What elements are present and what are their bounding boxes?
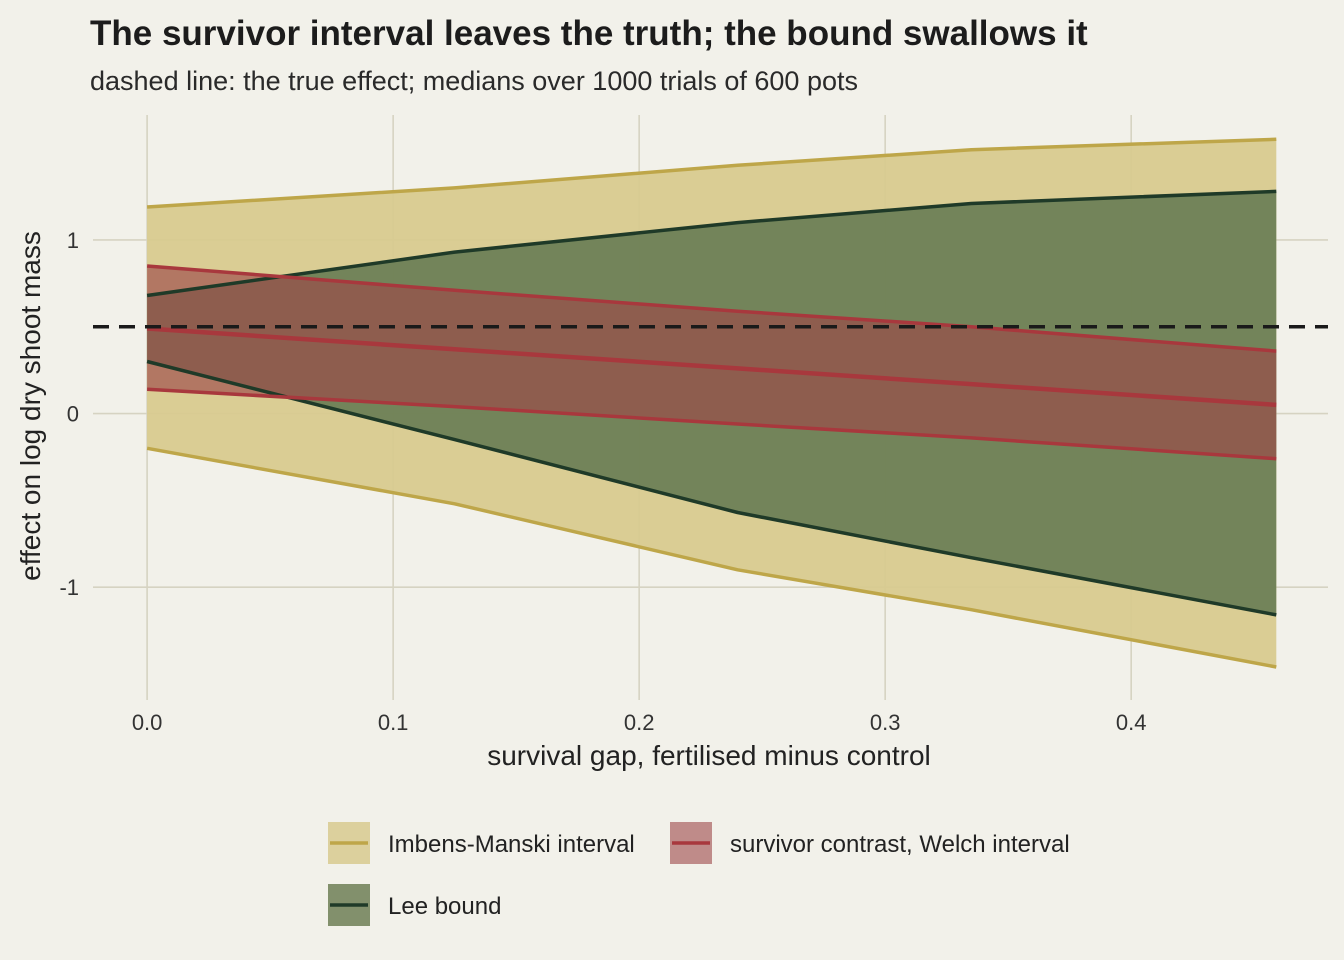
lee-bound-upper-line — [146, 189, 1277, 298]
legend: Imbens-Manski interval survivor contrast… — [328, 822, 1070, 926]
x-tick-label: 0.2 — [624, 710, 655, 735]
legend-label-survivor-contrast: survivor contrast, Welch interval — [730, 831, 1070, 858]
legend-label-lee-bound: Lee bound — [388, 893, 501, 920]
chart-subtitle: dashed line: the true effect; medians ov… — [90, 66, 858, 96]
tick-labels: 0.0 0.1 0.2 0.3 0.4 -1 0 1 — [59, 228, 1146, 735]
lee-bound-lower-line — [146, 359, 1277, 617]
x-tick-label: 0.0 — [132, 710, 163, 735]
legend-item-survivor-contrast: survivor contrast, Welch interval — [670, 822, 1070, 864]
survivor-contrast-welch-interval-estimate-line — [146, 326, 1277, 408]
imbens-manski-interval-lower-line — [146, 446, 1277, 669]
y-tick-label: 0 — [67, 402, 79, 427]
survivor-contrast-welch-interval-upper-line — [146, 264, 1277, 353]
x-axis-title: survival gap, fertilised minus control — [487, 740, 931, 771]
survivor-contrast-welch-interval-lower-line — [147, 387, 1277, 461]
x-tick-label: 0.1 — [378, 710, 409, 735]
x-tick-label: 0.3 — [870, 710, 901, 735]
bands — [147, 139, 1277, 668]
imbens-manski-interval-upper-line — [146, 137, 1277, 209]
y-tick-label: -1 — [59, 575, 79, 600]
x-tick-label: 0.4 — [1116, 710, 1147, 735]
y-axis-title: effect on log dry shoot mass — [15, 231, 46, 581]
legend-item-lee-bound: Lee bound — [328, 884, 501, 926]
chart-title: The survivor interval leaves the truth; … — [90, 14, 1088, 53]
legend-label-imbens-manski: Imbens-Manski interval — [388, 831, 635, 858]
series-lines — [146, 137, 1277, 669]
legend-item-imbens-manski: Imbens-Manski interval — [328, 822, 635, 864]
survivor-contrast-welch-interval-band — [147, 266, 1277, 459]
y-tick-label: 1 — [67, 228, 79, 253]
